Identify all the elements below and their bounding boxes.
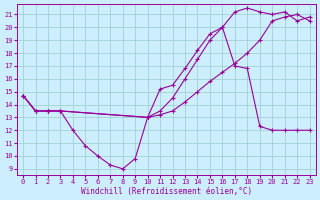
X-axis label: Windchill (Refroidissement éolien,°C): Windchill (Refroidissement éolien,°C) [81,187,252,196]
